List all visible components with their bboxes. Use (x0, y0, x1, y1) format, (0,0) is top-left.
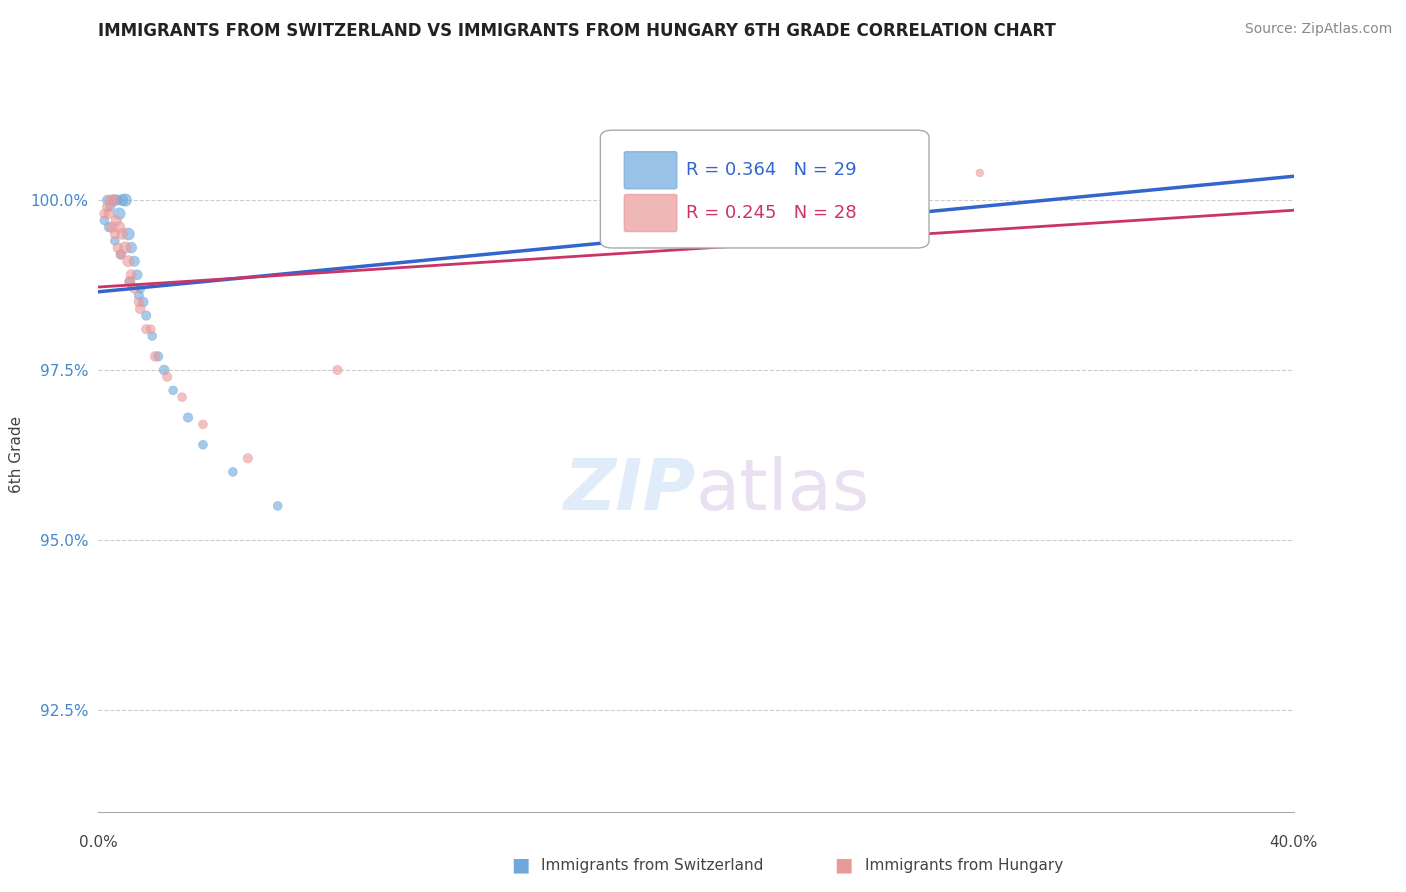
Point (104, 227, 127, 241)
Point (110, 247, 132, 261)
Point (97, 207, 120, 221)
Point (148, 350, 170, 364)
Text: R = 0.364   N = 29: R = 0.364 N = 29 (686, 161, 858, 179)
Point (108, 207, 131, 221)
Text: ■: ■ (510, 855, 530, 875)
Text: Immigrants from Hungary: Immigrants from Hungary (865, 858, 1063, 872)
Point (117, 254, 139, 268)
Point (111, 193, 134, 207)
Text: 0.0%: 0.0% (79, 836, 118, 850)
Text: R = 0.245   N = 28: R = 0.245 N = 28 (686, 204, 858, 222)
Point (101, 220, 124, 235)
Point (177, 410, 200, 425)
Point (93, 207, 115, 221)
Point (139, 322, 162, 336)
FancyBboxPatch shape (624, 152, 676, 189)
Point (105, 193, 128, 207)
Point (118, 275, 141, 289)
Point (108, 220, 131, 235)
Point (127, 268, 149, 282)
Point (143, 350, 166, 364)
Point (114, 193, 136, 207)
Text: ■: ■ (834, 855, 853, 875)
Point (96, 193, 118, 207)
Point (97, 220, 120, 235)
Point (191, 438, 214, 452)
Point (120, 268, 142, 282)
Point (236, 451, 259, 466)
Point (128, 295, 150, 310)
Point (135, 322, 157, 336)
Text: IMMIGRANTS FROM SWITZERLAND VS IMMIGRANTS FROM HUNGARY 6TH GRADE CORRELATION CHA: IMMIGRANTS FROM SWITZERLAND VS IMMIGRANT… (98, 22, 1056, 40)
Point (153, 363, 176, 377)
Point (135, 309, 157, 323)
Point (105, 213, 128, 227)
Point (118, 275, 141, 289)
Point (141, 329, 163, 343)
FancyBboxPatch shape (600, 130, 929, 248)
Y-axis label: 6th Grade: 6th Grade (8, 417, 24, 493)
Point (96, 200, 118, 214)
Text: 40.0%: 40.0% (1270, 836, 1317, 850)
Point (107, 241, 129, 255)
Point (820, 179, 842, 194)
Point (98, 200, 122, 214)
Point (103, 193, 125, 207)
Point (969, 166, 991, 180)
Text: Source: ZipAtlas.com: Source: ZipAtlas.com (1244, 22, 1392, 37)
Point (110, 247, 132, 261)
Point (162, 384, 184, 398)
Point (114, 241, 136, 255)
Point (172, 390, 194, 404)
Text: Immigrants from Switzerland: Immigrants from Switzerland (541, 858, 763, 872)
Point (120, 241, 142, 255)
Point (156, 369, 179, 384)
Point (267, 499, 290, 513)
Point (98, 193, 122, 207)
Point (103, 193, 125, 207)
Point (326, 363, 349, 377)
Point (129, 301, 152, 316)
Point (111, 227, 134, 241)
Point (132, 295, 155, 310)
Point (129, 281, 152, 295)
Text: ZIP: ZIP (564, 456, 696, 525)
Point (191, 417, 214, 432)
Point (93, 213, 115, 227)
Point (124, 254, 146, 268)
Point (128, 288, 150, 302)
Text: atlas: atlas (696, 456, 870, 525)
FancyBboxPatch shape (624, 194, 676, 232)
Point (104, 234, 127, 248)
Point (222, 465, 245, 479)
Point (117, 227, 139, 241)
Point (124, 281, 146, 295)
